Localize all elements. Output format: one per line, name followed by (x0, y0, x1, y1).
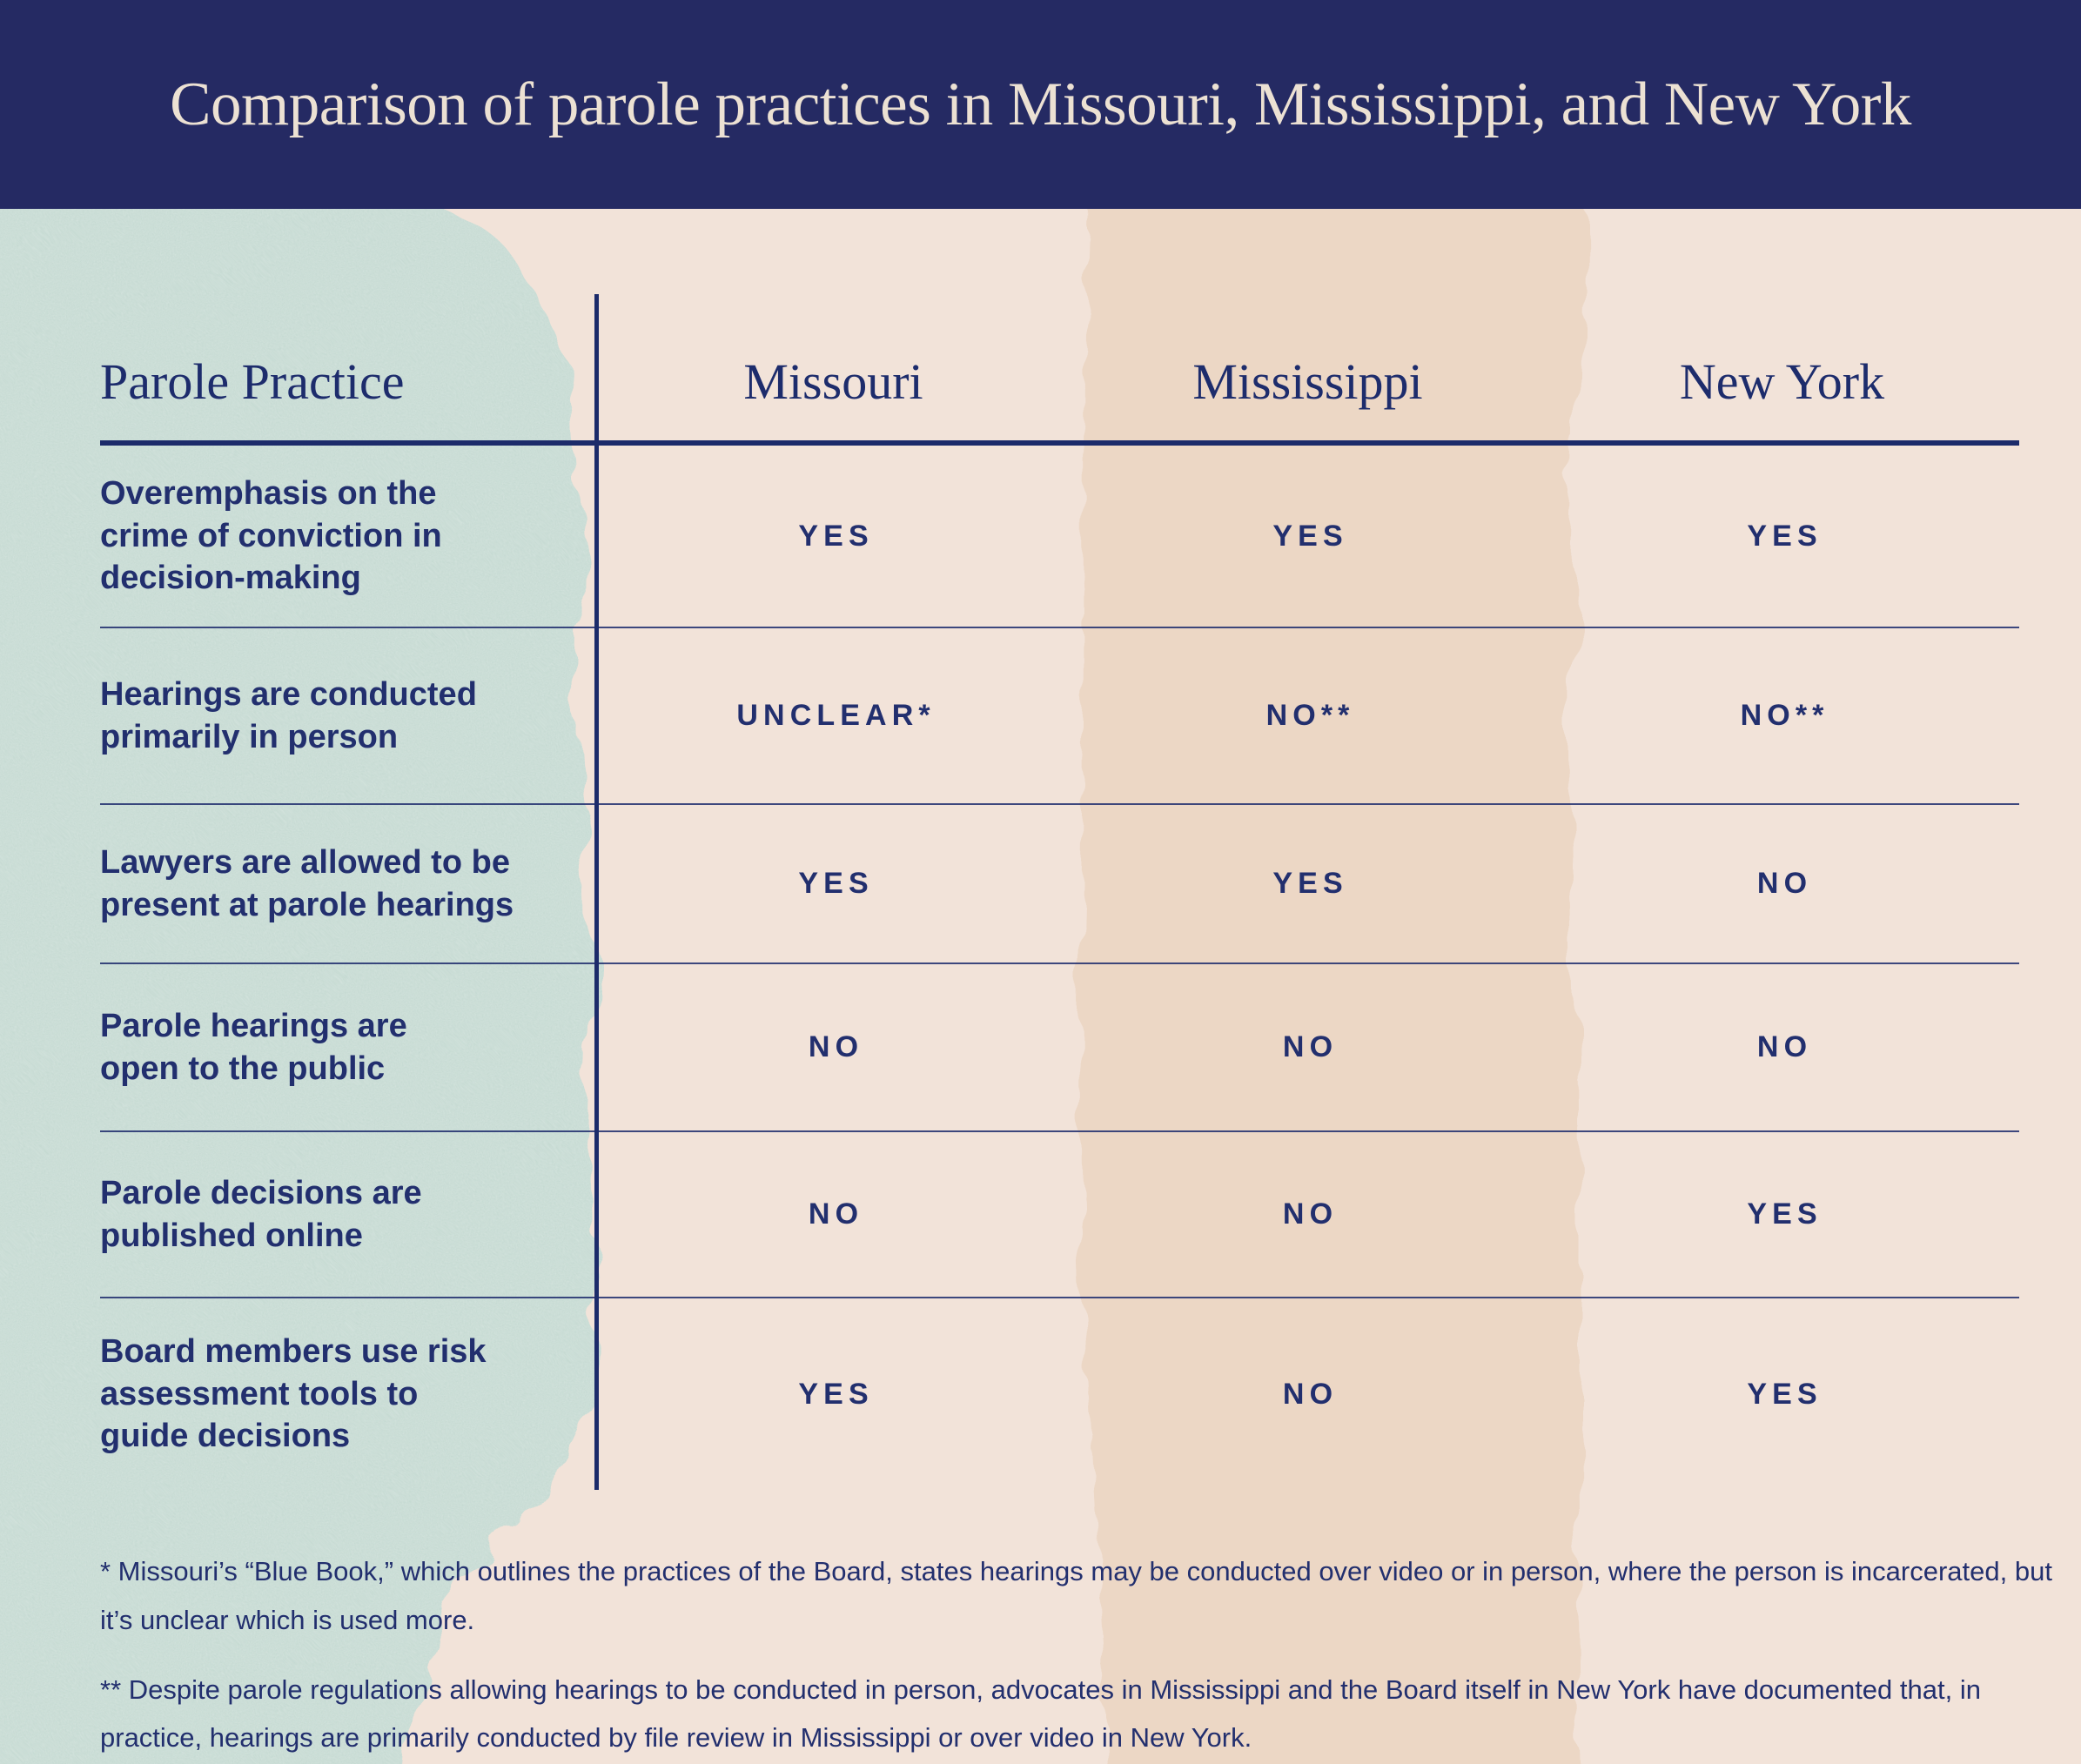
footnote-missouri-blue-book: * Missouri’s “Blue Book,” which outlines… (100, 1547, 2081, 1645)
value-cell-missouri: UNCLEAR* (736, 699, 936, 732)
footnote-line: it’s unclear which is used more. (100, 1604, 475, 1635)
table-row: Lawyers are allowed to be present at par… (100, 805, 2019, 964)
table-body: Overemphasis on the crime of conviction … (100, 446, 2019, 1490)
teal-watercolor-texture (0, 178, 598, 1764)
value-cell-mississippi: NO (1282, 1030, 1339, 1063)
table-row: Board members use risk assessment tools … (100, 1298, 2019, 1490)
table-row: Parole decisions are published online NO… (100, 1132, 2019, 1298)
value-cell-new-york: YES (1747, 519, 1823, 553)
column-header-parole-practice: Parole Practice (100, 353, 405, 410)
value-cell-new-york: YES (1747, 1197, 1823, 1231)
practice-label: Parole hearings are open to the public (100, 1007, 407, 1087)
peach-watercolor-band (1077, 178, 1584, 1764)
value-cell-new-york: NO (1756, 1030, 1813, 1063)
value-cell-new-york: NO** (1740, 699, 1829, 732)
practice-label: Overemphasis on the crime of conviction … (100, 475, 442, 597)
value-cell-mississippi: YES (1272, 867, 1348, 900)
value-cell-mississippi: YES (1272, 519, 1348, 553)
table-row: Overemphasis on the crime of conviction … (100, 446, 2019, 628)
value-cell-missouri: NO (808, 1030, 864, 1063)
footnote-line: practice, hearings are primarily conduct… (100, 1722, 1252, 1754)
value-cell-mississippi: NO (1282, 1377, 1339, 1411)
table-vertical-divider (594, 294, 599, 1490)
footnote-line: * Missouri’s “Blue Book,” which outlines… (100, 1556, 2052, 1586)
practice-label: Board members use risk assessment tools … (100, 1333, 487, 1455)
page-title: Comparison of parole practices in Missou… (170, 70, 1911, 138)
column-header-mississippi: Mississippi (1192, 353, 1423, 410)
table-row: Hearings are conducted primarily in pers… (100, 628, 2019, 805)
value-cell-mississippi: NO (1282, 1197, 1339, 1231)
practice-label: Hearings are conducted primarily in pers… (100, 675, 477, 755)
table-row: Parole hearings are open to the public N… (100, 964, 2019, 1132)
comparison-table: Parole Practice Missouri Mississippi New… (100, 209, 2019, 1490)
value-cell-mississippi: NO** (1265, 699, 1355, 732)
value-cell-new-york: NO (1756, 867, 1813, 900)
value-cell-new-york: YES (1747, 1377, 1823, 1411)
practice-label: Parole decisions are published online (100, 1174, 422, 1254)
column-header-missouri: Missouri (743, 353, 923, 410)
value-cell-missouri: YES (798, 1377, 874, 1411)
value-cell-missouri: YES (798, 867, 874, 900)
table-header-row: Parole Practice Missouri Mississippi New… (100, 209, 2019, 446)
practice-label: Lawyers are allowed to be present at par… (100, 843, 514, 923)
footnote-hearings-practice: ** Despite parole regulations allowing h… (100, 1666, 2081, 1763)
footnote-line: ** Despite parole regulations allowing h… (100, 1673, 1981, 1705)
column-header-new-york: New York (1679, 353, 1885, 410)
title-banner: Comparison of parole practices in Missou… (0, 0, 2081, 209)
value-cell-missouri: NO (808, 1197, 864, 1231)
value-cell-missouri: YES (798, 519, 874, 553)
footnotes: * Missouri’s “Blue Book,” which outlines… (100, 1547, 2081, 1764)
